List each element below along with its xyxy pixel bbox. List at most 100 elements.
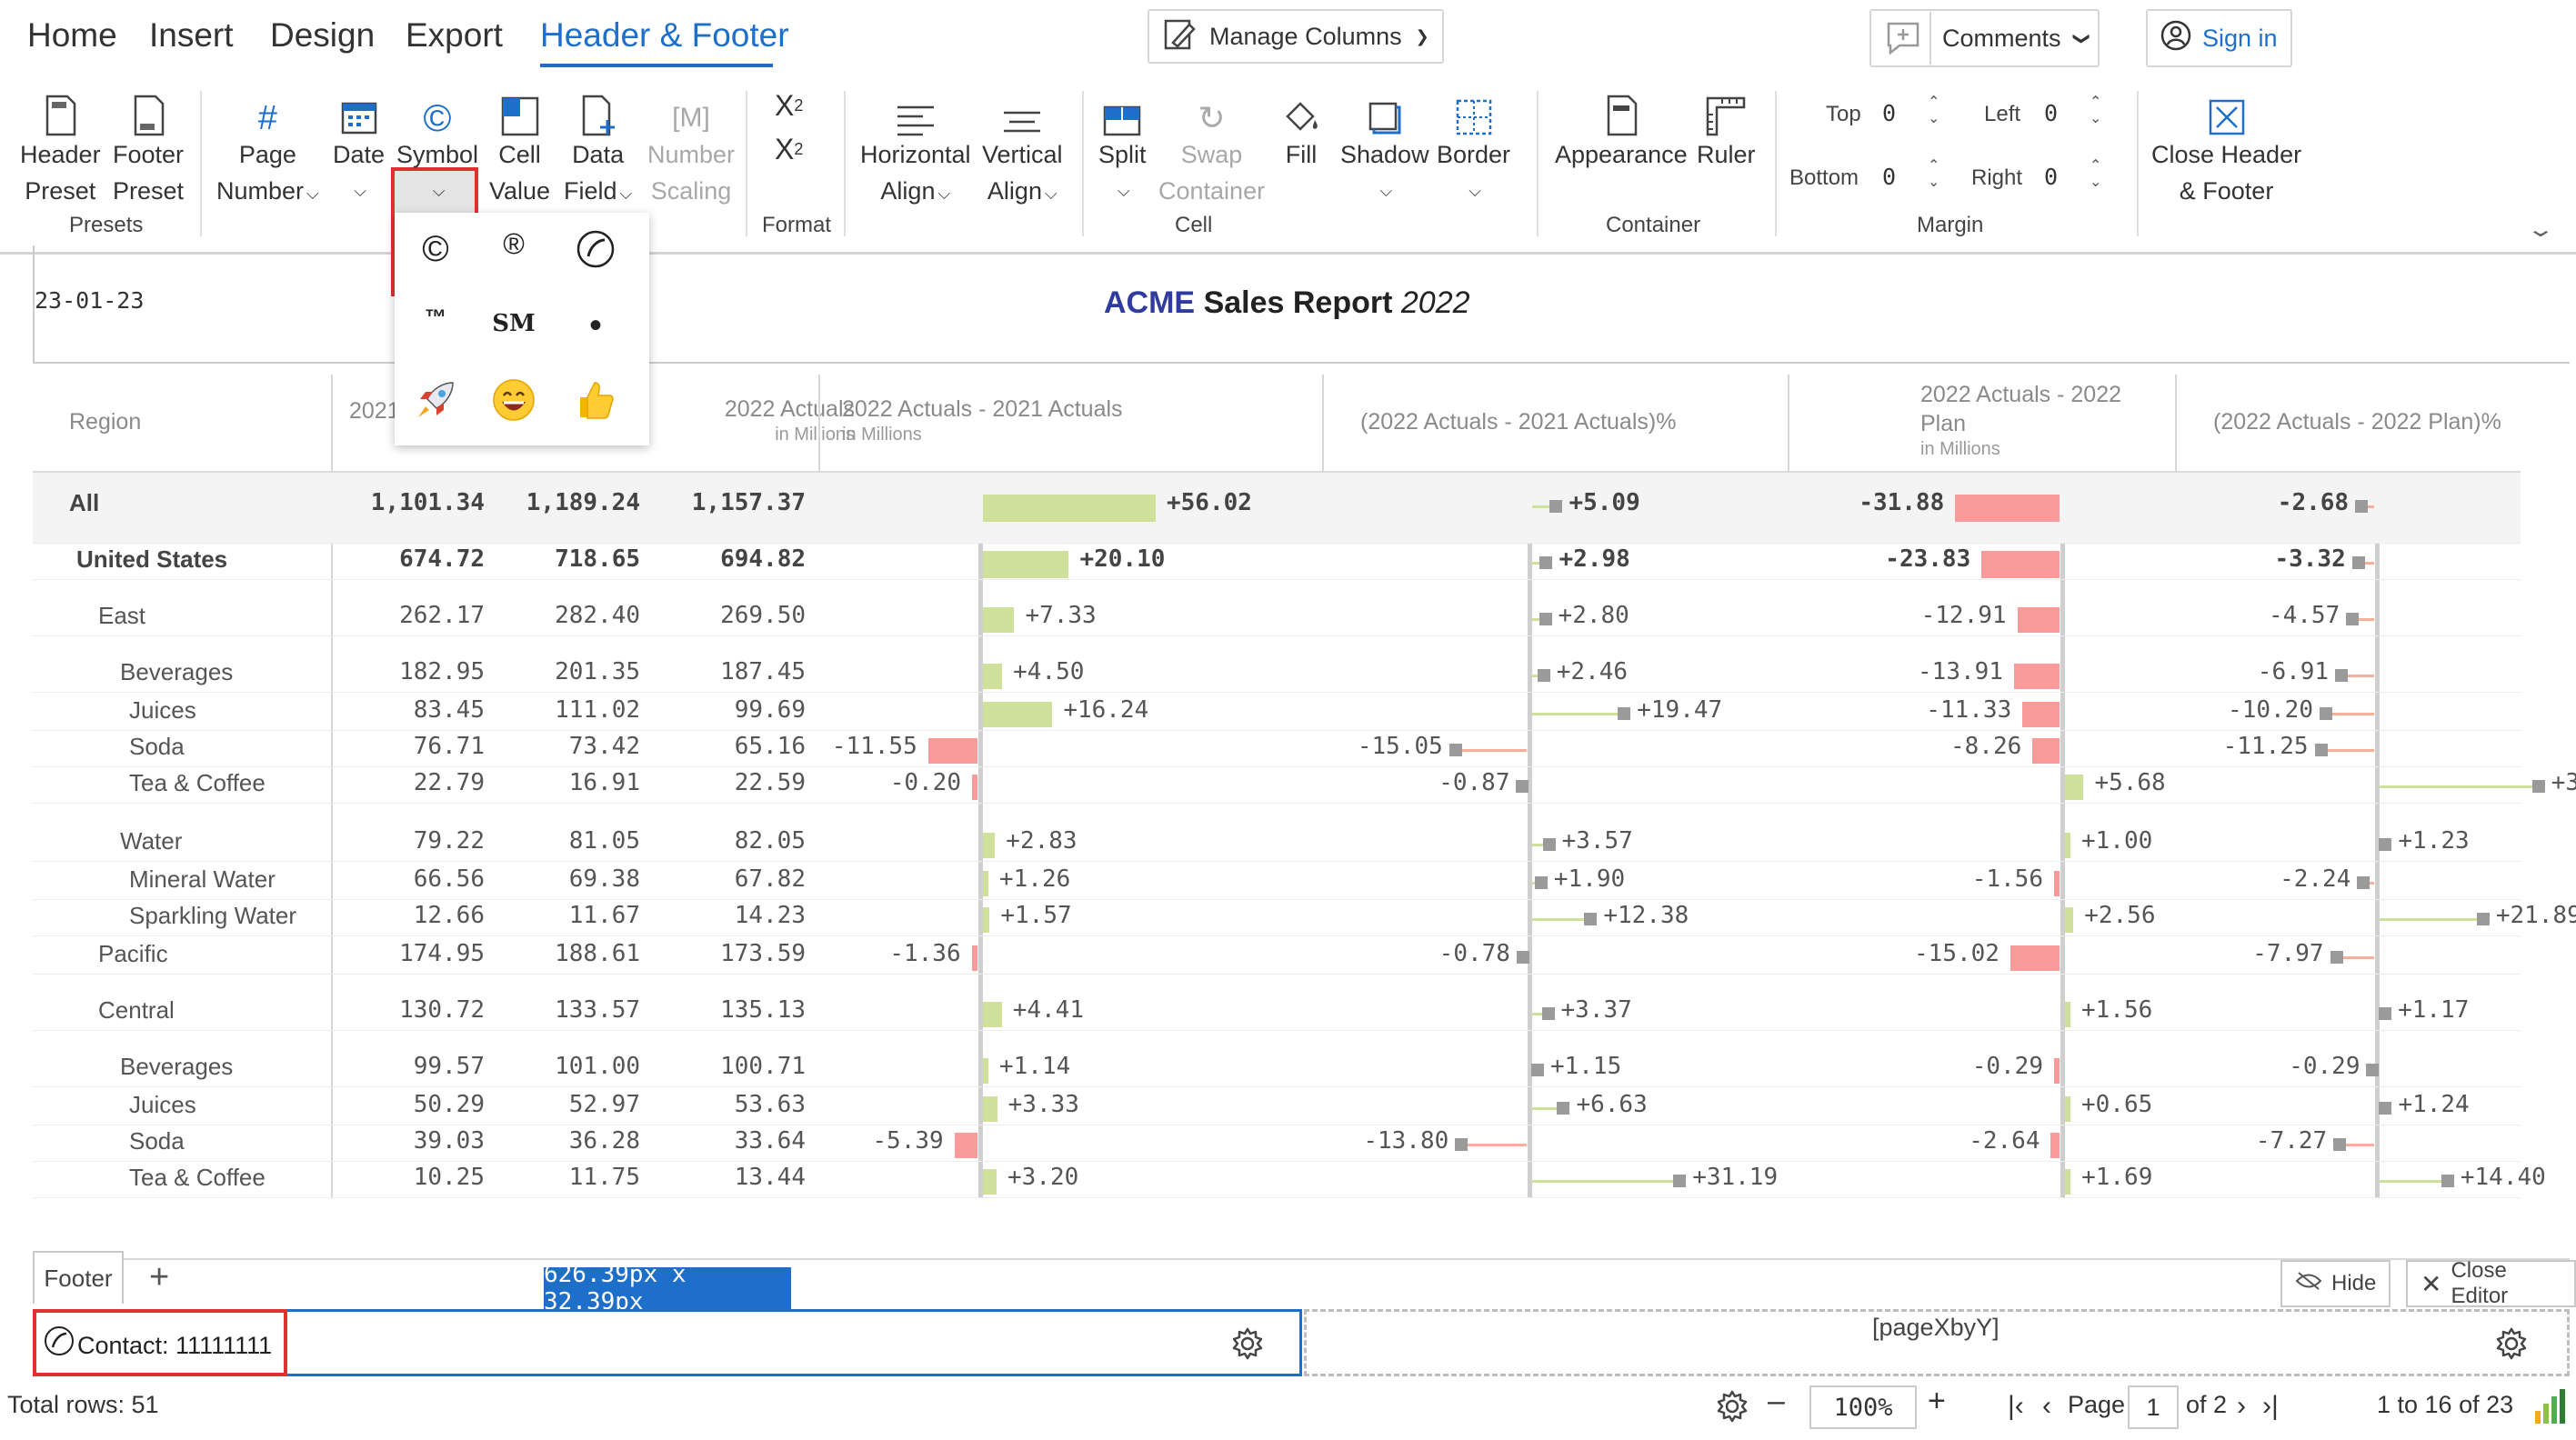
close-editor-button[interactable]: ✕ Close Editor: [2406, 1258, 2576, 1308]
registered-symbol-option[interactable]: ®: [503, 226, 525, 260]
trademark-symbol-option[interactable]: ™: [425, 305, 446, 330]
column-header-region[interactable]: Region: [69, 409, 142, 435]
margin-right-stepper[interactable]: ⌃ ⌄: [2090, 158, 2102, 190]
footer-preset-button[interactable]: Footer Preset: [113, 89, 184, 209]
menu-design[interactable]: Design: [270, 16, 376, 54]
zoom-input[interactable]: 100%: [1809, 1385, 1917, 1429]
hide-button[interactable]: Hide: [2280, 1260, 2391, 1307]
margin-bottom-stepper[interactable]: ⌃ ⌄: [1928, 158, 1940, 190]
copyright-icon: ©: [423, 96, 452, 139]
close-header-footer-button[interactable]: Close Header & Footer: [2151, 89, 2301, 209]
rocket-emoji-option[interactable]: [404, 373, 467, 427]
delta-value: +7.33: [1025, 602, 1097, 629]
bullet-symbol-option[interactable]: •: [588, 305, 602, 345]
table-row[interactable]: [33, 1162, 2521, 1198]
table-row[interactable]: [33, 1125, 2521, 1162]
next-page-icon[interactable]: ›: [2237, 1391, 2246, 1421]
margin-top-input[interactable]: 0: [1882, 100, 1897, 126]
delta-value: +2.56: [2084, 902, 2156, 929]
ribbon-collapse-icon[interactable]: ⌄: [2525, 217, 2556, 242]
column-header-actuals-delta-pct[interactable]: (2022 Actuals - 2021 Actuals)%: [1360, 409, 1677, 435]
menu-insert[interactable]: Insert: [149, 16, 234, 54]
date-button[interactable]: Date ⌵: [333, 89, 385, 209]
table-row[interactable]: [33, 731, 2521, 767]
column-header-actuals-delta[interactable]: 2022 Actuals - 2021 Actuals in Millions: [842, 395, 1123, 445]
footer-tab[interactable]: Footer: [33, 1251, 124, 1304]
header-preset-button[interactable]: Header Preset: [20, 89, 101, 209]
delta-value: +1.00: [2081, 827, 2153, 855]
gear-icon[interactable]: [2494, 1326, 2529, 1365]
negative-bar: [2017, 607, 2060, 633]
margin-right-input[interactable]: 0: [2044, 164, 2059, 190]
appearance-button[interactable]: Appearance: [1555, 89, 1688, 173]
table-row[interactable]: [33, 825, 2521, 862]
swap-container-button[interactable]: ↻ Swap Container: [1158, 89, 1265, 209]
menu-header-footer[interactable]: Header & Footer: [540, 16, 789, 54]
comments-button[interactable]: Comments ❯: [1869, 9, 2100, 67]
border-button[interactable]: Border ⌵: [1437, 89, 1510, 209]
footer-left-cell[interactable]: Contact: 11111111: [33, 1309, 1302, 1376]
table-row[interactable]: [33, 900, 2521, 936]
zoom-value: 100%: [1833, 1393, 1893, 1422]
positive-line: [1532, 562, 1547, 565]
vertical-align-button[interactable]: Vertical Align ⌵: [982, 89, 1063, 212]
footer-right-cell[interactable]: [pageXbyY]: [1304, 1309, 2570, 1376]
menu-export[interactable]: Export: [406, 16, 503, 54]
shadow-button[interactable]: Shadow ⌵: [1340, 89, 1429, 209]
positive-line: [1532, 618, 1546, 621]
cell-value-button[interactable]: Cell Value: [489, 89, 550, 209]
table-row[interactable]: [33, 473, 2521, 544]
phone-symbol-option[interactable]: [564, 222, 627, 276]
margin-left-stepper[interactable]: ⌃ ⌄: [2090, 95, 2102, 126]
sign-in-button[interactable]: Sign in: [2146, 9, 2292, 67]
table-row[interactable]: [33, 995, 2521, 1031]
horizontal-align-button[interactable]: Horizontal Align ⌵: [860, 89, 971, 212]
table-row[interactable]: [33, 767, 2521, 804]
column-header-2022-actuals[interactable]: 2022 Actuals in Millions: [582, 395, 855, 445]
last-page-icon[interactable]: ›|: [2262, 1391, 2279, 1421]
settings-gear-icon[interactable]: [1715, 1389, 1749, 1428]
table-row[interactable]: [33, 656, 2521, 693]
copyright-symbol-option[interactable]: ©: [422, 228, 449, 269]
delta-value: -23.83: [1885, 545, 1971, 573]
column-header-plan-delta-pct[interactable]: (2022 Actuals - 2022 Plan)%: [2213, 409, 2501, 435]
symbol-button[interactable]: © Symbol ⌵: [396, 89, 478, 209]
table-row[interactable]: [33, 938, 2521, 975]
previous-page-icon[interactable]: ‹: [2042, 1391, 2051, 1421]
split-button[interactable]: Split ⌵: [1098, 89, 1147, 209]
square-marker: [2335, 669, 2349, 682]
row-label: Pacific: [98, 940, 168, 967]
page-input[interactable]: 1: [2128, 1385, 2179, 1429]
chevron-down-icon: ⌵: [1468, 182, 1481, 200]
table-row[interactable]: [33, 695, 2521, 731]
report-header-band[interactable]: 23-01-23 ACME Sales Report 2022: [33, 245, 2570, 364]
page-number-button[interactable]: # Page Number ⌵: [216, 89, 319, 212]
table-row[interactable]: [33, 1051, 2521, 1087]
service-mark-symbol-option[interactable]: SM: [492, 310, 536, 337]
ruler-button[interactable]: Ruler: [1697, 89, 1756, 173]
zoom-in-button[interactable]: +: [1928, 1384, 1946, 1418]
table-row[interactable]: [33, 864, 2521, 900]
manage-columns-button[interactable]: Manage Columns ❯: [1148, 9, 1444, 64]
grin-emoji-option[interactable]: [482, 373, 546, 427]
negative-bar: [954, 1133, 977, 1158]
data-field-button[interactable]: Data Field ⌵: [564, 89, 632, 212]
add-tab-button[interactable]: +: [149, 1258, 170, 1296]
first-page-icon[interactable]: |‹: [2008, 1391, 2024, 1421]
column-header-2021[interactable]: 2021: [349, 398, 400, 424]
gear-icon[interactable]: [1230, 1326, 1265, 1365]
column-header-plan-delta[interactable]: 2022 Actuals - 2022 Plan in Millions: [1920, 380, 2157, 460]
number-scaling-button[interactable]: [M] Number Scaling: [647, 89, 735, 209]
zoom-out-button[interactable]: –: [1768, 1384, 1785, 1418]
thumbs-up-emoji-option[interactable]: [564, 373, 627, 427]
table-row[interactable]: [33, 600, 2521, 636]
margin-top-stepper[interactable]: ⌃ ⌄: [1928, 95, 1940, 126]
menu-home[interactable]: Home: [27, 16, 117, 54]
margin-bottom-input[interactable]: 0: [1882, 164, 1897, 190]
table-row[interactable]: [33, 544, 2521, 580]
table-row[interactable]: [33, 1089, 2521, 1125]
fill-button[interactable]: Fill: [1282, 89, 1320, 173]
margin-left-input[interactable]: 0: [2044, 100, 2059, 126]
